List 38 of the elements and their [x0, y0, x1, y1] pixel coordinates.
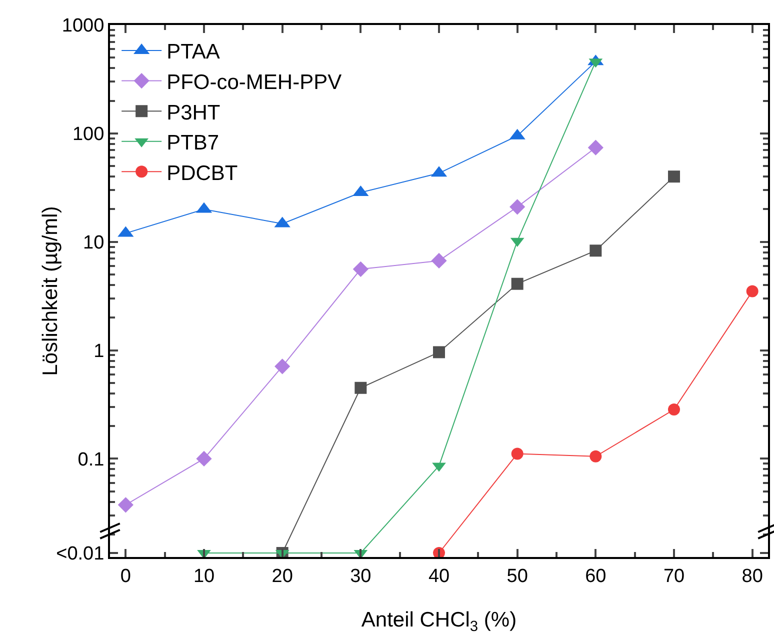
- x-tick-label: 30: [350, 566, 372, 587]
- point: [588, 140, 604, 156]
- x-tick-label: 60: [585, 566, 606, 587]
- point: [668, 404, 680, 416]
- point: [196, 450, 212, 466]
- legend-label: PTAA: [166, 40, 220, 64]
- point: [590, 244, 602, 257]
- point: [118, 497, 134, 513]
- legend-label: PTB7: [166, 132, 220, 155]
- point: [510, 199, 526, 215]
- y-tick-label: 10: [83, 232, 104, 254]
- y-axis-title: Löslichkeit (µg/ml): [39, 206, 62, 376]
- point: [352, 261, 368, 277]
- point: [511, 448, 524, 460]
- x-tick-label: 50: [506, 566, 528, 587]
- legend-label: PDCBT: [166, 162, 238, 185]
- point: [431, 252, 447, 269]
- point: [746, 285, 758, 298]
- x-tick-label: 80: [742, 566, 763, 587]
- point: [354, 382, 367, 394]
- x-tick-label: 70: [663, 566, 685, 587]
- y-tick-label: 100: [72, 124, 104, 146]
- point: [274, 358, 290, 374]
- x-axis-title: Anteil CHCl$_{3}$ (%): [361, 608, 517, 635]
- point: [590, 450, 602, 462]
- x-tick-label: 10: [193, 566, 215, 587]
- point: [433, 346, 445, 358]
- x-tick-label: 0: [120, 566, 131, 587]
- point: [668, 170, 680, 183]
- x-tick-label: 20: [272, 566, 293, 587]
- y-tick-label: 0.1: [78, 449, 104, 470]
- y-tick-label: 1000: [62, 16, 104, 37]
- y-tick-label: 1: [94, 340, 104, 362]
- point: [511, 278, 524, 290]
- y-tick-label: <0.01: [56, 544, 104, 565]
- legend-label: PFO-co-MEH-PPV: [166, 70, 342, 94]
- legend-label: P3HT: [166, 101, 220, 124]
- x-tick-label: 40: [428, 566, 450, 587]
